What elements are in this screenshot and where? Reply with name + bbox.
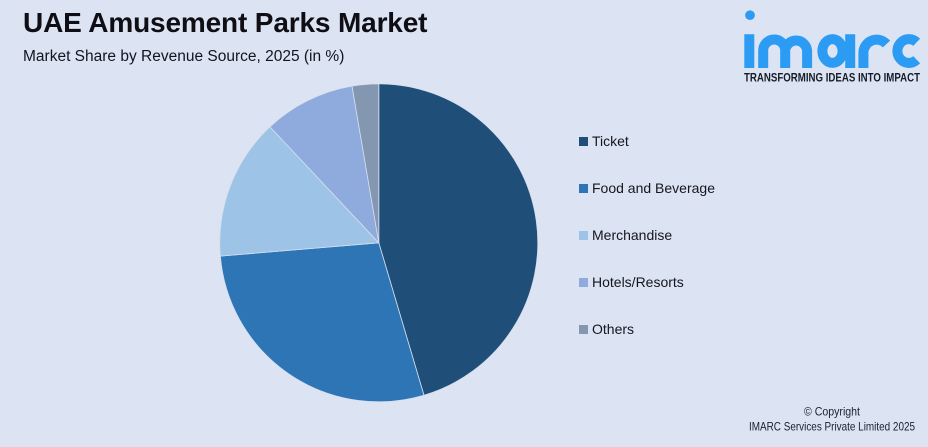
svg-text:TRANSFORMING IDEAS INTO IMPACT: TRANSFORMING IDEAS INTO IMPACT	[744, 73, 920, 85]
svg-text:IMARC Services Private Limited: IMARC Services Private Limited 2025	[749, 420, 915, 434]
svg-text:© Copyright: © Copyright	[804, 405, 861, 419]
